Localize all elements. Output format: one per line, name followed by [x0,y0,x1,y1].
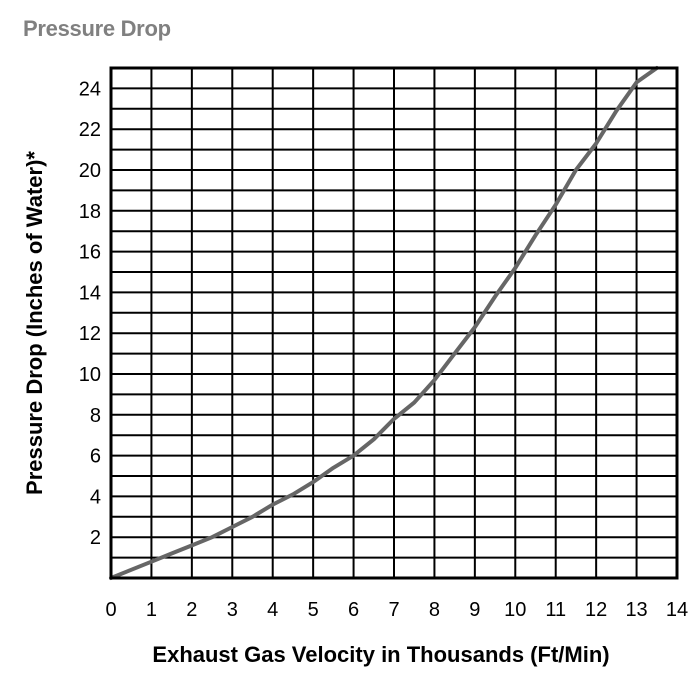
grid [110,67,678,579]
plot-frame [109,66,679,580]
x-tick-label: 11 [545,599,566,621]
x-tick-label: 5 [308,599,319,621]
y-tick-label: 16 [79,242,101,264]
y-tick-label: 4 [90,486,101,508]
plot-border [109,66,679,580]
x-tick-label: 1 [146,599,157,621]
x-tick-label: 3 [227,599,238,621]
x-axis-label: Exhaust Gas Velocity in Thousands (Ft/Mi… [152,642,609,667]
x-tick-label: 10 [504,599,526,621]
x-tick-label: 12 [585,599,607,621]
y-tick-label: 12 [79,323,101,345]
series-line [109,66,659,580]
y-axis-label: Pressure Drop (Inches of Water)* [22,151,47,495]
y-tick-label: 8 [90,405,101,427]
y-tick-label: 22 [79,119,101,141]
x-tick-label: 14 [666,599,688,621]
x-tick-labels: 0 1 2 3 4 5 6 7 8 9 10 11 12 13 14 [105,599,688,621]
x-tick-label: 8 [429,599,440,621]
x-tick-label: 13 [625,599,647,621]
y-tick-label: 10 [79,364,101,386]
y-tick-label: 14 [79,282,101,304]
y-tick-label: 18 [79,201,101,223]
y-tick-label: 24 [79,78,101,100]
x-tick-label: 7 [388,599,399,621]
x-tick-label: 9 [469,599,480,621]
y-tick-label: 6 [90,446,101,468]
y-tick-label: 20 [79,160,101,182]
x-tick-label: 2 [186,599,197,621]
x-tick-label: 4 [267,599,278,621]
x-tick-label: 6 [348,599,359,621]
y-tick-label: 2 [90,527,101,549]
chart-title: Pressure Drop [23,16,171,41]
x-tick-label: 0 [105,599,116,621]
series-layer [109,66,659,580]
